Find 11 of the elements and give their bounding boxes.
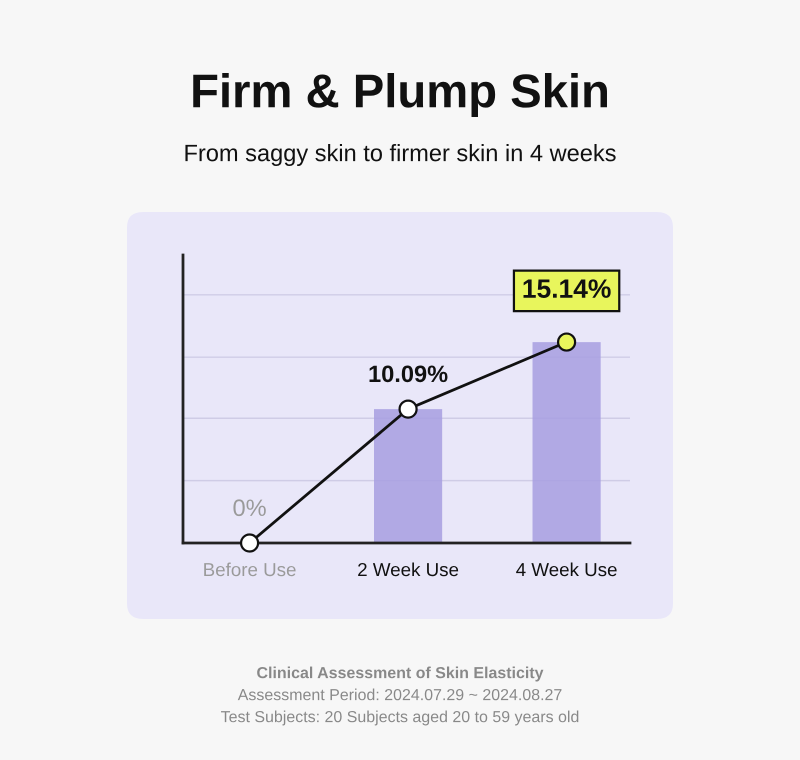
text: Assessment Period: 2024.07.29 ~ 2024.08.27 [238, 688, 562, 700]
text: Clinical Assessment of Skin Elasticity [257, 666, 544, 682]
x-tick-label: 4 Week Use [516, 562, 617, 576]
data-label: 10.09% [370, 365, 448, 382]
data-label: 0% [233, 499, 266, 516]
x-tick-label: 2 Week Use [358, 562, 458, 576]
chart-subtitle: From saggy skin to firmer skin in 4 weeks [185, 144, 616, 166]
x-tick-label: Before Use [204, 562, 296, 576]
chart-title: Firm & Plump Skin [193, 72, 607, 118]
data-label: 15.14% [524, 279, 611, 298]
text: Test Subjects: 20 Subjects aged 20 to 59 years old [221, 710, 578, 726]
